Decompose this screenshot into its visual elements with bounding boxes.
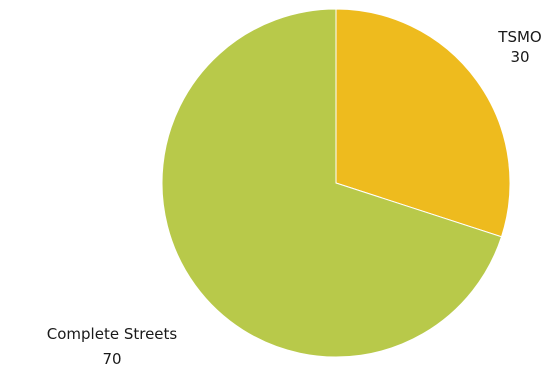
slice-label-complete-streets-value: 70 [102,350,121,368]
slice-label-tsmo-name: TSMO [497,28,541,46]
slice-label-tsmo-value: 30 [510,48,529,66]
slice-label-complete-streets-name: Complete Streets [47,325,178,343]
pie-slice-complete-streets [161,8,503,358]
pie-slice-tsmo [335,8,511,238]
pie-slices [161,8,511,358]
